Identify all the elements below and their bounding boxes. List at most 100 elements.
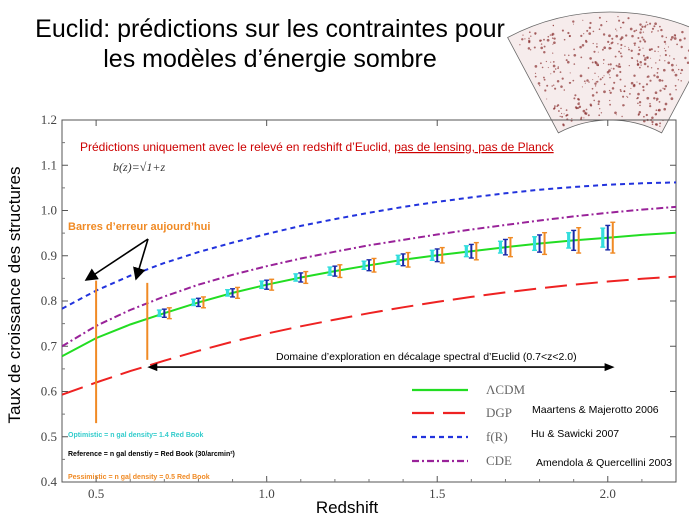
galaxy-dot <box>609 76 611 79</box>
galaxy-dot <box>638 49 641 52</box>
galaxy-dot <box>622 21 625 24</box>
predictions-note: Prédictions uniquement avec le relevé en… <box>80 140 555 154</box>
galaxy-dot <box>595 91 598 94</box>
galaxy-dot <box>592 42 594 45</box>
galaxy-dot <box>640 64 642 66</box>
y-axis-label: Taux de croissance des structures <box>5 166 24 423</box>
galaxy-dot <box>658 100 661 103</box>
galaxy-dot <box>673 71 675 73</box>
galaxy-dot <box>599 108 601 110</box>
galaxy-dot <box>546 38 550 42</box>
current-errors-arrow-1 <box>84 238 149 281</box>
galaxy-dot <box>608 34 611 38</box>
galaxy-dot <box>674 84 677 87</box>
y-tick-label: 0.5 <box>41 429 57 444</box>
slide-title-line-1: Euclid: prédictions sur les contraintes … <box>35 15 505 43</box>
galaxy-dot <box>553 70 556 73</box>
galaxy-dot <box>660 28 663 32</box>
galaxy-dot <box>601 48 604 51</box>
galaxy-dot <box>649 22 652 25</box>
galaxy-dot <box>681 30 684 34</box>
galaxy-dot <box>659 122 662 125</box>
galaxy-dot <box>594 82 597 85</box>
galaxy-dot <box>617 43 619 45</box>
slide-title-line-2: les modèles d’énergie sombre <box>103 45 437 73</box>
galaxy-dot <box>632 84 636 88</box>
galaxy-dot <box>609 103 611 106</box>
galaxy-dot <box>554 105 556 107</box>
galaxy-dot <box>552 24 555 27</box>
galaxy-dot <box>551 34 554 36</box>
galaxy-dot <box>608 74 610 76</box>
galaxy-dot <box>626 95 628 97</box>
galaxy-dot <box>655 109 658 112</box>
galaxy-dot <box>552 52 554 54</box>
galaxy-dot <box>620 90 622 93</box>
galaxy-dot <box>649 102 651 105</box>
galaxy-dot <box>607 40 610 44</box>
galaxy-dot <box>543 45 546 48</box>
galaxy-dot <box>673 58 675 60</box>
galaxy-dot <box>584 82 586 84</box>
galaxy-dot <box>623 90 626 93</box>
galaxy-dot <box>579 45 582 49</box>
galaxy-dot <box>552 60 555 63</box>
galaxy-dot <box>561 115 564 118</box>
y-tick-label: 1.1 <box>41 157 57 172</box>
galaxy-dot <box>653 25 656 28</box>
galaxy-dot <box>611 37 614 40</box>
galaxy-dot <box>608 89 611 92</box>
galaxy-dot <box>613 81 616 84</box>
galaxy-dot <box>527 47 531 50</box>
galaxy-dot <box>561 112 563 115</box>
galaxy-dot <box>609 44 611 46</box>
galaxy-dot <box>561 77 564 80</box>
galaxy-dot <box>607 63 610 66</box>
galaxy-dot <box>638 82 641 85</box>
galaxy-dot <box>596 80 599 83</box>
galaxy-dot <box>541 66 544 69</box>
galaxy-dot <box>524 38 526 40</box>
galaxy-dot <box>543 38 545 41</box>
bias-formula: b(z)=√1+z <box>113 160 165 174</box>
galaxy-dot <box>584 112 587 115</box>
galaxy-dot <box>639 60 642 64</box>
galaxy-dot <box>637 52 640 56</box>
galaxy-dot <box>528 31 531 34</box>
galaxy-dot <box>556 79 560 83</box>
galaxy-dot <box>595 81 597 83</box>
galaxy-dot <box>619 89 622 91</box>
galaxy-dot <box>629 27 633 31</box>
galaxy-dot <box>572 20 575 23</box>
galaxy-dot <box>653 74 656 77</box>
galaxy-dot <box>598 114 601 117</box>
galaxy-dot <box>533 46 536 49</box>
galaxy-dot <box>583 117 585 119</box>
galaxy-dot <box>596 43 598 45</box>
galaxy-dot <box>586 79 589 82</box>
galaxy-dot <box>585 108 588 111</box>
galaxy-dot <box>602 59 605 61</box>
galaxy-dot <box>546 84 549 87</box>
galaxy-dot <box>568 54 570 57</box>
galaxy-dot <box>580 34 583 38</box>
domain-arrow-right-head <box>604 363 615 372</box>
series-line-fr <box>62 181 676 310</box>
galaxy-dot <box>665 43 667 45</box>
galaxy-dot <box>579 74 583 78</box>
galaxy-dot <box>603 46 607 50</box>
current-errors-label: Barres d’erreur aujourd’hui <box>68 221 210 233</box>
galaxy-dot <box>642 38 645 41</box>
galaxy-dot <box>581 44 585 47</box>
galaxy-dot <box>671 68 675 72</box>
galaxy-dot <box>578 105 582 109</box>
galaxy-dot <box>560 85 563 88</box>
galaxy-dot <box>591 87 594 90</box>
galaxy-dot <box>649 105 652 108</box>
galaxy-dot <box>551 37 554 39</box>
galaxy-dot <box>662 68 666 72</box>
galaxy-dot <box>654 113 658 116</box>
galaxy-dot <box>557 66 559 68</box>
galaxy-dot <box>664 102 668 106</box>
galaxy-dot <box>646 76 649 78</box>
